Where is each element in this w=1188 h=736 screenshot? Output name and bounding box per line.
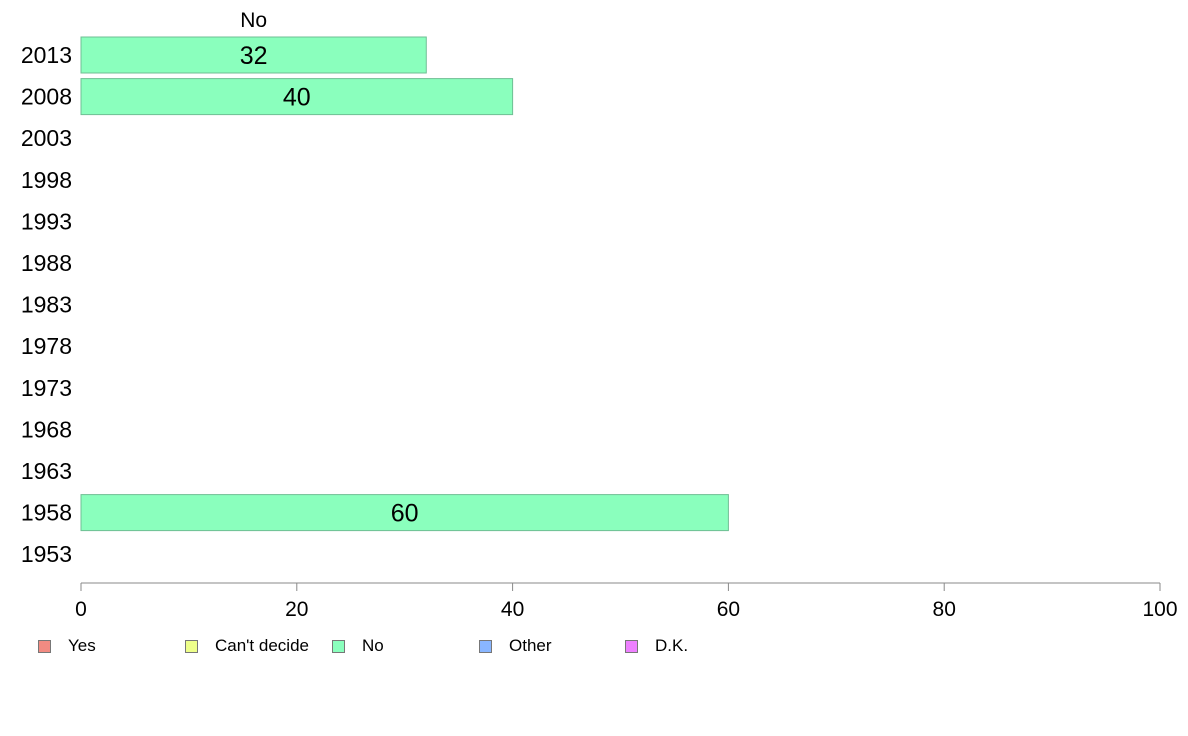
legend-label-yes: Yes bbox=[68, 636, 96, 655]
category-label: 2003 bbox=[21, 125, 72, 151]
x-tick-label: 0 bbox=[75, 598, 87, 621]
legend-label-cant-decide: Can't decide bbox=[215, 636, 309, 655]
category-label: 1998 bbox=[21, 167, 72, 193]
x-tick-label: 80 bbox=[933, 598, 956, 621]
legend-label-no: No bbox=[362, 636, 384, 655]
legend-swatch-cant-decide bbox=[185, 639, 198, 653]
column-header: No bbox=[240, 9, 267, 32]
bar-value-label: 60 bbox=[391, 500, 419, 528]
category-label: 2013 bbox=[21, 42, 72, 68]
category-label: 1968 bbox=[21, 416, 72, 442]
category-label: 1958 bbox=[21, 500, 72, 526]
category-label: 1988 bbox=[21, 250, 72, 276]
bar bbox=[80, 494, 729, 532]
category-label: 1993 bbox=[21, 208, 72, 234]
legend-swatch-other bbox=[479, 639, 492, 653]
legend-item-other: Other bbox=[479, 636, 552, 656]
bar bbox=[80, 36, 427, 74]
category-label: 1973 bbox=[21, 375, 72, 401]
category-label: 1953 bbox=[21, 541, 72, 567]
bar-value-label: 32 bbox=[240, 42, 268, 70]
legend-swatch-no bbox=[332, 639, 345, 653]
legend-item-no: No bbox=[332, 636, 384, 656]
bar-chart: No 2013 2008 2003 1998 1993 1988 1983 1978 1973 19… bbox=[21, 9, 1178, 621]
category-label: 1963 bbox=[21, 458, 72, 484]
category-label: 1978 bbox=[21, 333, 72, 359]
category-label: 2008 bbox=[21, 84, 72, 110]
x-tick-label: 60 bbox=[717, 598, 740, 621]
legend-item-yes: Yes bbox=[38, 636, 96, 656]
legend-item-dk: D.K. bbox=[625, 636, 688, 656]
legend-item-cant-decide: Can't decide bbox=[185, 636, 309, 656]
legend-swatch-dk bbox=[625, 639, 638, 653]
category-label: 1983 bbox=[21, 292, 72, 318]
x-tick-label: 40 bbox=[501, 598, 524, 621]
x-tick-label: 20 bbox=[285, 598, 308, 621]
legend-label-other: Other bbox=[509, 636, 552, 655]
bar-value-label: 40 bbox=[283, 84, 311, 112]
legend-label-dk: D.K. bbox=[655, 636, 689, 655]
x-tick-label: 100 bbox=[1142, 598, 1177, 621]
legend-swatch-yes bbox=[38, 639, 51, 653]
bar bbox=[80, 78, 514, 116]
